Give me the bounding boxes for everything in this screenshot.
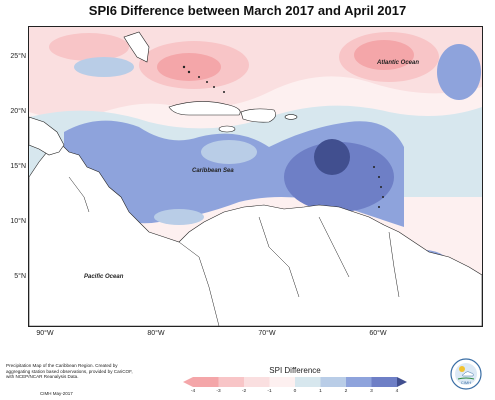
jamaica-land (218, 125, 236, 133)
legend-swatch-8 (371, 377, 397, 387)
legend-tick-0: -4 (190, 389, 196, 394)
legend-tick-1: -3 (216, 389, 221, 394)
lat-label-25n: 25°N (10, 53, 26, 60)
legend-tick-2: -2 (241, 389, 247, 394)
map-title: SPI6 Difference between March 2017 and A… (88, 3, 407, 18)
legend-tick-5: 1 (319, 389, 322, 394)
lat-label-5n: 5°N (14, 273, 26, 280)
lon-label-80w: 80°W (147, 330, 165, 337)
wet-gulf-patch (74, 57, 134, 77)
legend-tick-6: 2 (344, 389, 348, 394)
legend-swatch-1 (193, 377, 219, 387)
extreme-wet-core (314, 139, 350, 175)
strong-dry-atlantic (354, 40, 414, 70)
florida-land (123, 31, 150, 63)
legend-swatch-0 (183, 377, 193, 387)
legend-swatch-4 (269, 377, 295, 387)
cimh-logo: CIMH (450, 358, 482, 390)
strong-dry-bahamas (157, 53, 221, 81)
legend-tick-8: 4 (395, 389, 399, 394)
logo-text: CIMH (461, 380, 471, 385)
legend-swatch-2 (218, 377, 244, 387)
lon-label-70w: 70°W (258, 330, 276, 337)
atlantic-label: Atlantic Ocean (376, 60, 419, 66)
legend-swatch-7 (346, 377, 372, 387)
legend-tick-7: 3 (370, 389, 373, 394)
lat-label-20n: 20°N (10, 108, 26, 115)
small-islands (182, 65, 384, 208)
legend-tick-3: -1 (267, 389, 272, 394)
legend-colorbar (183, 377, 407, 387)
caribbean-label: Caribbean Sea (192, 168, 234, 174)
lat-label-10n: 10°N (10, 218, 26, 225)
lon-label-90w: 90°W (36, 330, 54, 337)
yucatan-land (29, 116, 65, 156)
cuba-land (168, 101, 241, 116)
legend-swatch-6 (320, 377, 346, 387)
legend-title: SPI Difference (269, 366, 321, 375)
wet-east-atlantic (437, 44, 481, 100)
map-note: Precipitation Map of the Caribbean Regio… (6, 363, 133, 380)
hispaniola-land (240, 108, 276, 123)
legend-swatch-5 (295, 377, 321, 387)
legend-swatch-9 (397, 377, 407, 387)
light-wet-caribbean (201, 140, 257, 164)
land-group (29, 31, 482, 326)
spi-map: Atlantic Ocean Caribbean Sea Pacific Oce… (28, 26, 483, 327)
legend-ticks: -4 -3 -2 -1 0 1 2 3 4 (183, 389, 407, 397)
legend-tick-4: 0 (293, 389, 297, 394)
central-south-america-land (29, 141, 482, 326)
legend-swatch-3 (244, 377, 270, 387)
pacific-label: Pacific Ocean (84, 274, 124, 280)
very-wet-caribbean (284, 142, 394, 212)
logo-land-icon (457, 377, 475, 380)
borders (68, 176, 400, 326)
map-svg: Atlantic Ocean Caribbean Sea Pacific Oce… (29, 27, 482, 326)
dry-region-gulf (49, 33, 129, 61)
lon-label-60w: 60°W (369, 330, 387, 337)
map-credit: CIMH May-2017 (40, 391, 73, 396)
light-wet-patch-sw (154, 209, 204, 225)
logo-cloud-icon (461, 371, 474, 377)
lat-label-15n: 15°N (10, 163, 26, 170)
logo-sun-icon (459, 366, 465, 372)
puerto-rico-land (284, 114, 298, 120)
